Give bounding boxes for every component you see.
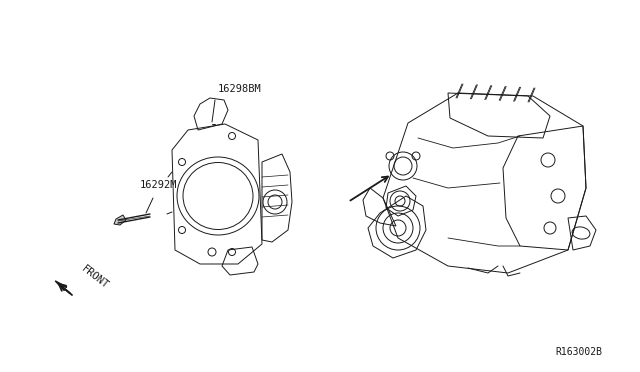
Text: R163002B: R163002B xyxy=(555,347,602,357)
Text: FRONT: FRONT xyxy=(80,264,111,291)
Text: 16292M: 16292M xyxy=(140,180,177,190)
Text: 16298BM: 16298BM xyxy=(218,84,262,94)
Polygon shape xyxy=(114,215,126,225)
